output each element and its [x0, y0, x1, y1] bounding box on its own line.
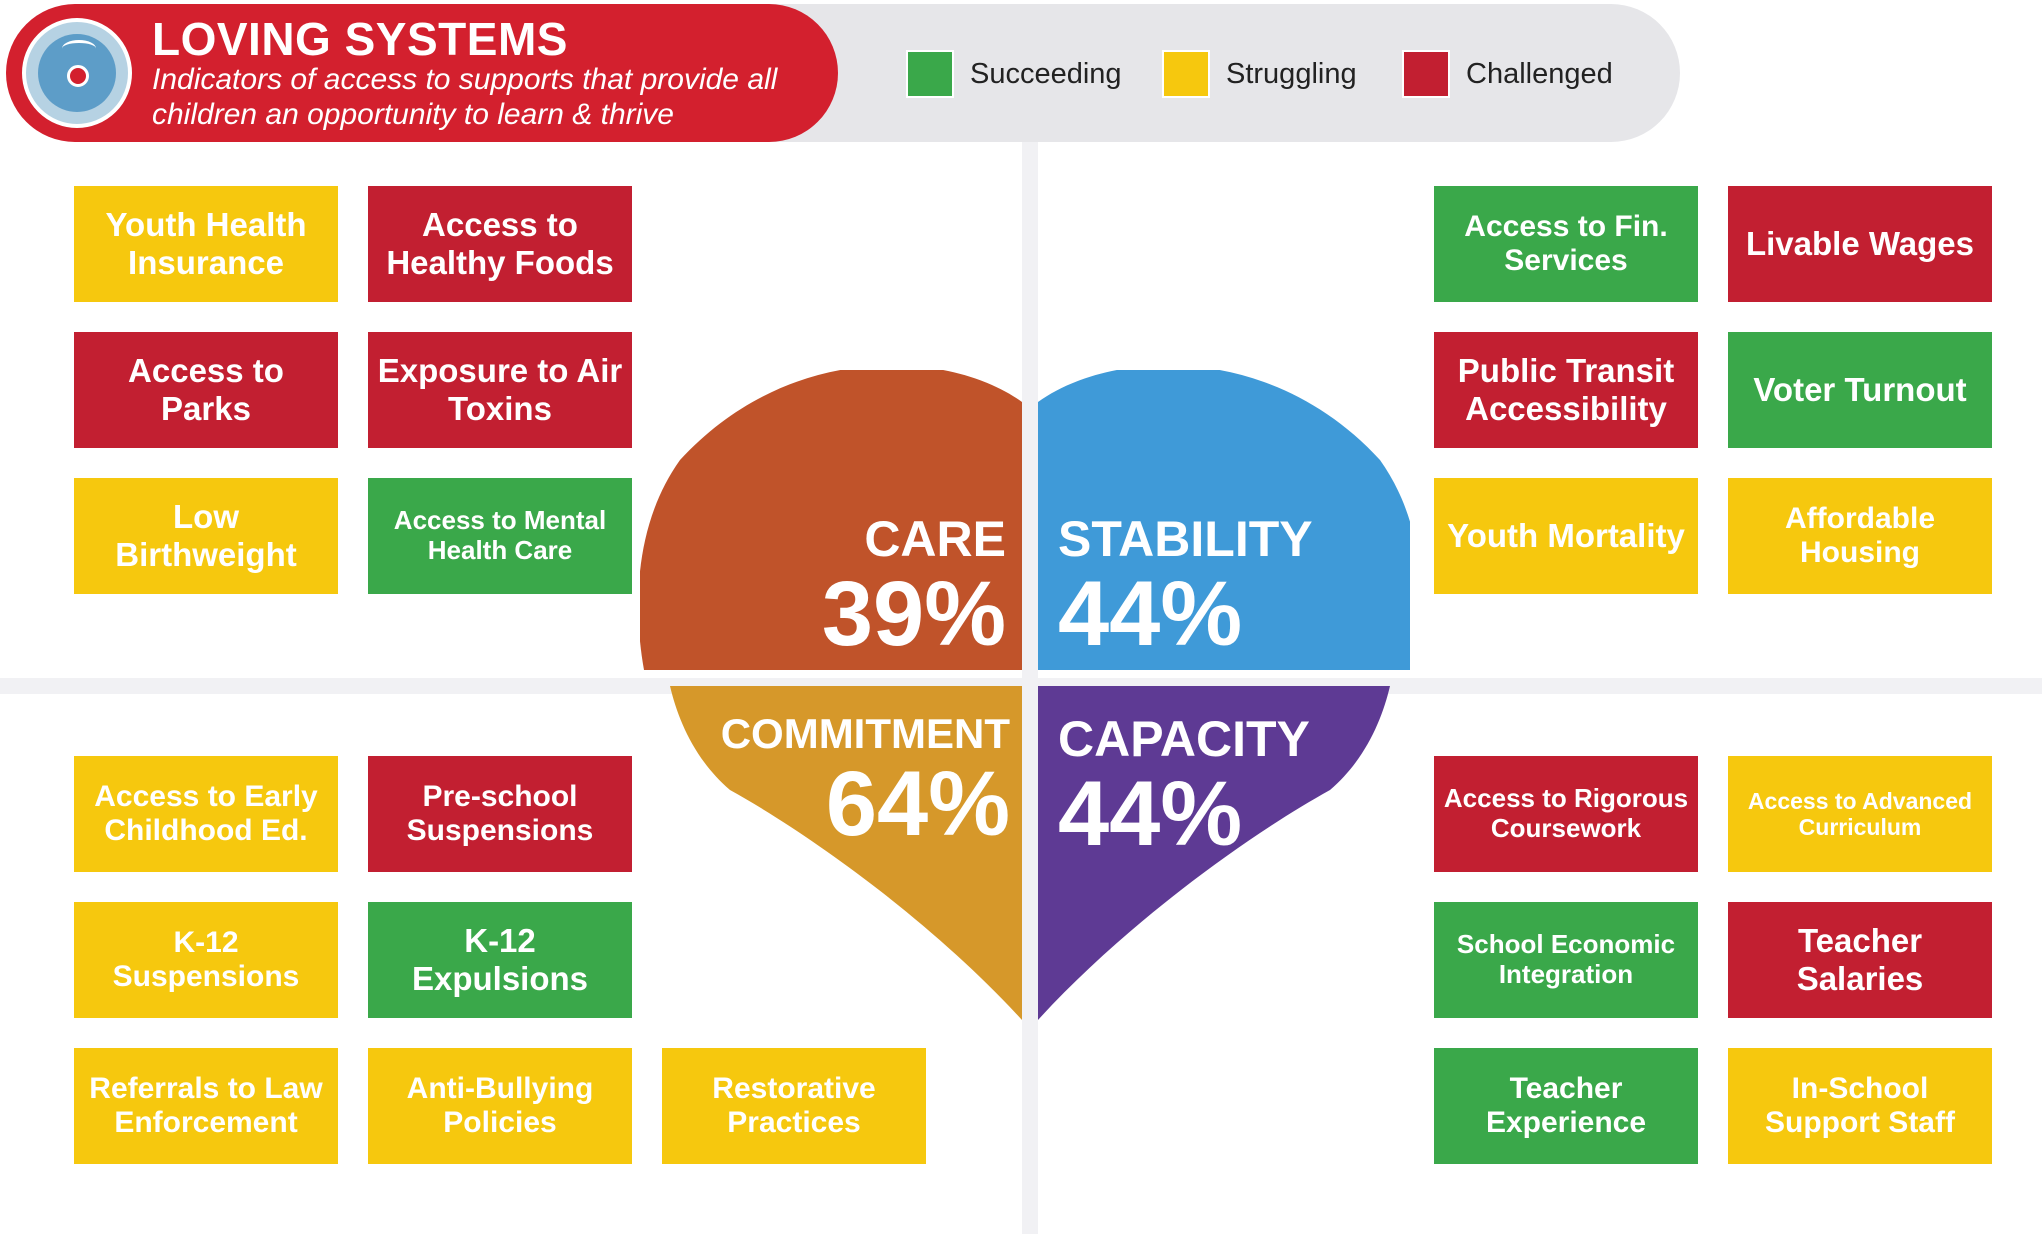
indicator-school-economic-integration: School Economic Integration	[1434, 902, 1698, 1018]
stability-percent: 44%	[1058, 563, 1243, 665]
legend-swatch-struggling	[1162, 50, 1210, 98]
heart-graphic	[640, 370, 1410, 1020]
legend-swatch-challenged	[1402, 50, 1450, 98]
stability-quadrant	[1038, 370, 1410, 670]
indicator-youth-health-insurance: Youth Health Insurance	[74, 186, 338, 302]
indicator-k12-suspensions: K-12 Suspensions	[74, 902, 338, 1018]
indicator-low-birthweight: Low Birthweight	[74, 478, 338, 594]
commitment-name: COMMITMENT	[720, 710, 1010, 757]
indicator-access-to-early-childhood-ed: Access to Early Childhood Ed.	[74, 756, 338, 872]
commitment-percent: 64%	[825, 753, 1010, 855]
indicator-livable-wages: Livable Wages	[1728, 186, 1992, 302]
indicator-in-school-support-staff: In-School Support Staff	[1728, 1048, 1992, 1164]
indicator-referrals-to-law-enforcement: Referrals to Law Enforcement	[74, 1048, 338, 1164]
indicator-affordable-housing: Affordable Housing	[1728, 478, 1992, 594]
indicator-restorative-practices: Restorative Practices	[662, 1048, 926, 1164]
commitment-quadrant	[670, 686, 1022, 1020]
indicator-access-to-rigorous-coursework: Access to Rigorous Coursework	[1434, 756, 1698, 872]
care-quadrant	[640, 370, 1022, 670]
stability-name: STABILITY	[1058, 511, 1313, 567]
page-subtitle: Indicators of access to supports that pr…	[152, 63, 778, 131]
indicator-voter-turnout: Voter Turnout	[1728, 332, 1992, 448]
indicator-access-to-parks: Access to Parks	[74, 332, 338, 448]
legend-label-challenged: Challenged	[1466, 57, 1613, 90]
care-percent: 39%	[821, 563, 1006, 665]
indicator-access-to-healthy-foods: Access to Healthy Foods	[368, 186, 632, 302]
legend-swatch-succeeding	[906, 50, 954, 98]
capacity-quadrant-label: CAPACITY 44%	[1058, 710, 1310, 860]
stability-quadrant-label: STABILITY 44%	[1058, 510, 1313, 660]
indicator-access-to-advanced-curriculum: Access to Advanced Curriculum	[1728, 756, 1992, 872]
indicator-teacher-experience: Teacher Experience	[1434, 1048, 1698, 1164]
indicator-youth-mortality: Youth Mortality	[1434, 478, 1698, 594]
capacity-quadrant	[1038, 686, 1390, 1020]
legend-label-struggling: Struggling	[1226, 57, 1357, 90]
indicator-access-to-fin-services: Access to Fin. Services	[1434, 186, 1698, 302]
indicator-exposure-to-air-toxins: Exposure to Air Toxins	[368, 332, 632, 448]
care-name: CARE	[864, 511, 1006, 567]
page-title: LOVING SYSTEMS	[152, 13, 568, 65]
indicator-public-transit-accessibility: Public Transit Accessibility	[1434, 332, 1698, 448]
indicator-access-to-mental-health-care: Access to Mental Health Care	[368, 478, 632, 594]
legend-item-succeeding: Succeeding	[906, 50, 1122, 98]
care-quadrant-label: CARE 39%	[790, 510, 1006, 660]
indicator-teacher-salaries: Teacher Salaries	[1728, 902, 1992, 1018]
legend-item-challenged: Challenged	[1402, 50, 1613, 98]
gauge-icon	[22, 18, 132, 128]
legend-label-succeeding: Succeeding	[970, 57, 1122, 90]
indicator-pre-school-suspensions: Pre-school Suspensions	[368, 756, 632, 872]
title-banner	[6, 4, 838, 142]
indicator-anti-bullying-policies: Anti-Bullying Policies	[368, 1048, 632, 1164]
capacity-name: CAPACITY	[1058, 711, 1310, 767]
legend-item-struggling: Struggling	[1162, 50, 1357, 98]
commitment-quadrant-label: COMMITMENT 64%	[700, 710, 1010, 850]
indicator-k12-expulsions: K-12 Expulsions	[368, 902, 632, 1018]
capacity-percent: 44%	[1058, 763, 1243, 865]
